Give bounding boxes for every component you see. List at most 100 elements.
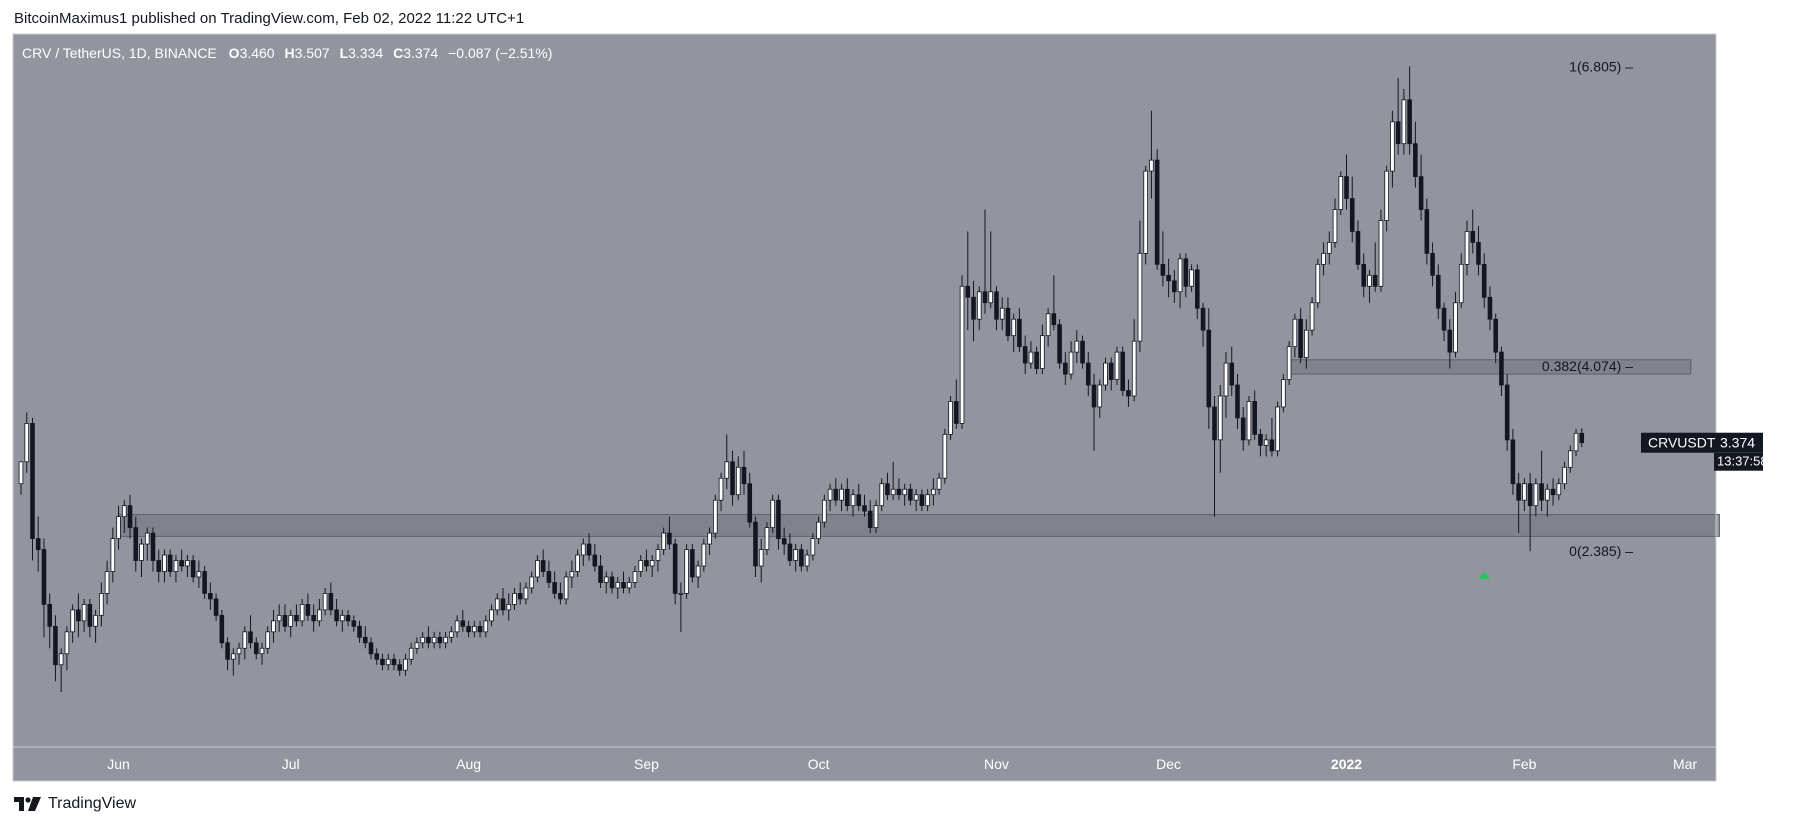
y-tick-label: 1.500 [1732, 640, 1767, 656]
candle [1418, 154, 1424, 221]
candle [1286, 341, 1292, 386]
candle [1223, 352, 1229, 418]
candle-body [340, 614, 345, 622]
candle [1579, 428, 1585, 448]
candle [414, 637, 420, 654]
candle [1453, 291, 1458, 358]
candle [621, 571, 626, 594]
candle-body [1562, 466, 1567, 485]
candle-body [87, 604, 93, 627]
candle [936, 472, 942, 495]
candle [93, 609, 98, 643]
candle [1504, 374, 1510, 451]
candle-body [144, 532, 150, 545]
candle-body [758, 549, 764, 567]
candle-body [850, 494, 856, 507]
candle [70, 604, 75, 643]
candle [1315, 258, 1321, 309]
candle [1183, 253, 1189, 298]
change-value: −0.087 (−2.51%) [448, 45, 552, 61]
candle-body [1309, 302, 1315, 331]
candle-body [1177, 258, 1183, 293]
candle [632, 566, 638, 588]
candle-body [1200, 307, 1206, 331]
candle [1372, 242, 1378, 292]
candle-body [1556, 483, 1562, 496]
candle-body [701, 543, 707, 567]
candle-body [1326, 242, 1332, 254]
candle [787, 533, 793, 567]
candle [162, 549, 167, 583]
candle [294, 604, 299, 627]
candle-body [1172, 280, 1177, 293]
candle [724, 434, 730, 490]
candle [649, 555, 655, 577]
candle [1154, 149, 1160, 270]
candle-body [93, 614, 98, 627]
candle-body [1114, 351, 1120, 380]
candle [116, 505, 121, 550]
candle [1298, 308, 1303, 364]
footer-brand[interactable]: TradingView [48, 795, 137, 812]
candle [896, 478, 902, 501]
y-tick-label: 5.500 [1732, 202, 1767, 218]
candle [971, 280, 976, 342]
badge-price: 3.374 [1720, 435, 1755, 451]
candle [512, 587, 517, 610]
candle [609, 571, 615, 594]
candle-body [603, 576, 609, 583]
candle-body [1068, 351, 1074, 375]
candle-body [615, 582, 621, 589]
candle [1562, 461, 1567, 490]
candle-body [1131, 340, 1137, 397]
candle-body [1217, 395, 1223, 441]
candle [1447, 319, 1453, 369]
candle [167, 549, 173, 577]
candle [942, 428, 948, 484]
candle-body [1378, 220, 1384, 287]
candle [351, 615, 357, 632]
candle [1522, 478, 1527, 512]
candle-body [822, 499, 827, 523]
candle-body [162, 554, 167, 572]
candle [1235, 374, 1240, 429]
candle-body [718, 477, 724, 501]
candle-body [483, 620, 489, 633]
tradingview-logo-icon [14, 797, 41, 811]
y-axis[interactable]: 1.0001.5002.0002.5003.0003.5004.0004.500… [1715, 34, 1767, 747]
candle-body [856, 494, 862, 507]
candle-body [1522, 483, 1527, 501]
symbol-pair: CRV / TetherUS, 1D, BINANCE [22, 45, 217, 61]
x-axis[interactable]: Jun Jul Aug Sep Oct Nov Dec 2022 Feb Mar [13, 746, 1716, 772]
candle-body [649, 560, 655, 567]
currency-badge[interactable]: USDT [1735, 41, 1783, 65]
candle [1384, 165, 1389, 232]
candle [1441, 302, 1447, 342]
candle-body [959, 285, 965, 424]
candle-body [1493, 318, 1498, 353]
candle [913, 489, 919, 512]
candle-body [965, 285, 971, 298]
author-name[interactable]: BitcoinMaximus1 [14, 10, 128, 27]
candle [127, 494, 133, 539]
candle [1074, 330, 1080, 364]
fib-level-label: 0.382(4.074) – [1542, 358, 1633, 374]
candle-body [1212, 406, 1217, 441]
candle [1281, 374, 1286, 413]
candle-body [362, 636, 368, 644]
x-tick-label: Jun [107, 756, 130, 772]
candle [931, 478, 936, 506]
candle [213, 593, 219, 621]
candle-body [626, 582, 632, 589]
candle [908, 483, 913, 506]
candle [592, 544, 598, 572]
candle [196, 560, 202, 588]
candle [1126, 379, 1131, 407]
candle-body [1137, 252, 1143, 342]
candle [219, 609, 225, 649]
candle-body [1143, 170, 1148, 254]
candle-body [1390, 121, 1395, 172]
candle [53, 615, 58, 682]
candle [690, 544, 695, 583]
